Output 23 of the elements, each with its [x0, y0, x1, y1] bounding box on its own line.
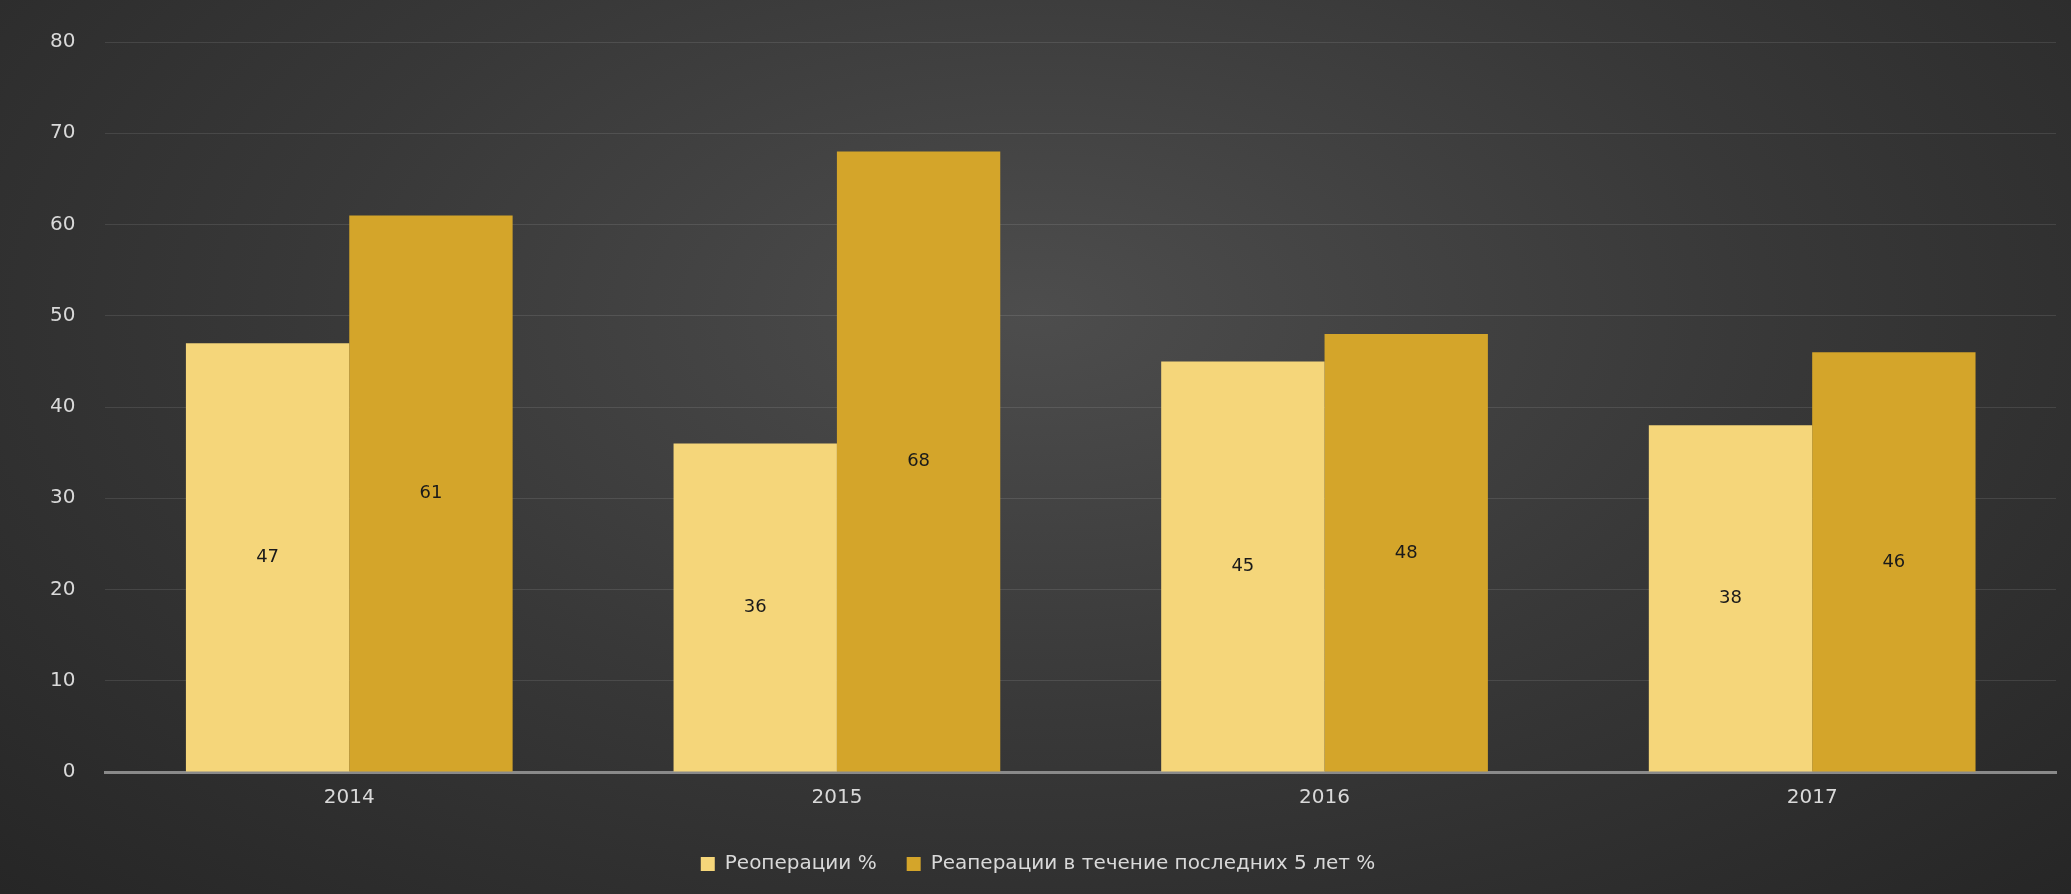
y-tick-label: 60 — [50, 210, 76, 235]
data-label: 45 — [1231, 554, 1255, 576]
y-tick-label: 30 — [50, 484, 76, 509]
data-label: 38 — [1719, 586, 1742, 608]
data-label: 36 — [743, 595, 767, 617]
x-tick-label: 2015 — [811, 784, 863, 809]
x-tick-label: 2017 — [1786, 784, 1838, 809]
y-tick-label: 50 — [50, 301, 76, 326]
data-label: 48 — [1394, 540, 1418, 562]
x-tick-label: 2016 — [1299, 784, 1350, 809]
x-tick-label: 2014 — [323, 784, 375, 809]
data-label: 61 — [419, 481, 443, 503]
y-tick-label: 0 — [62, 758, 76, 783]
y-tick-label: 20 — [50, 575, 76, 600]
data-label: 47 — [256, 545, 280, 567]
y-tick-label: 70 — [50, 119, 76, 144]
y-tick-label: 40 — [50, 393, 76, 418]
legend-label: Реаперации в течение последних 5 лет % — [930, 850, 1376, 875]
legend-label: Реоперации % — [724, 850, 877, 875]
y-tick-label: 80 — [50, 28, 76, 53]
data-label: 68 — [907, 449, 931, 471]
y-tick-label: 10 — [50, 666, 76, 691]
data-label: 46 — [1882, 549, 1906, 571]
